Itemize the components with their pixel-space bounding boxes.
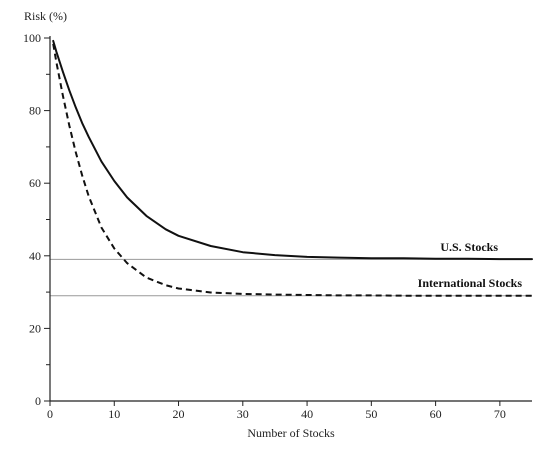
axes [49,36,532,402]
y-tick-label-20: 20 [29,321,41,335]
x-axis-title: Number of Stocks [247,426,335,440]
x-tick-label-20: 20 [173,407,185,421]
x-tick-label-0: 0 [47,407,53,421]
series-label-international-stocks: International Stocks [418,276,523,290]
x-tick-label-60: 60 [430,407,442,421]
y-tick-label-40: 40 [29,249,41,263]
series-label-us-stocks: U.S. Stocks [440,240,498,254]
series-line-us-stocks [52,39,533,261]
y-tick-label-60: 60 [29,176,41,190]
series-layer [52,39,533,297]
y-tick-label-80: 80 [29,104,41,118]
x-tick-label-30: 30 [237,407,249,421]
x-tick-label-70: 70 [494,407,506,421]
y-axis-title: Risk (%) [24,9,67,23]
x-tick-label-10: 10 [108,407,120,421]
x-tick-label-40: 40 [301,407,313,421]
x-tick-label-50: 50 [365,407,377,421]
ticks: 0 10 20 30 40 50 60 70 0 20 40 60 80 100 [23,31,506,421]
y-tick-label-100: 100 [23,31,41,45]
y-tick-label-0: 0 [35,394,41,408]
series-line-international-stocks [52,43,532,297]
